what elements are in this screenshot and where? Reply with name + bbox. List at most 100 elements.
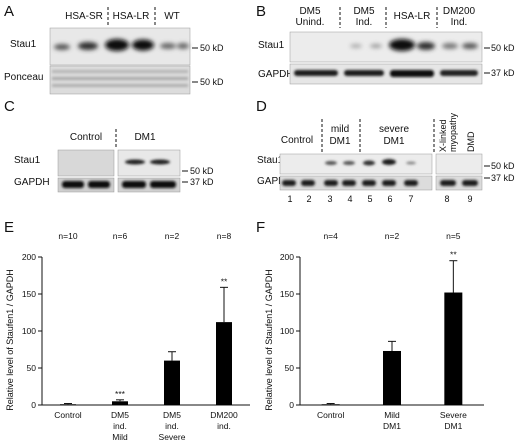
- lane-number: 9: [467, 194, 472, 204]
- lane-number: 5: [367, 194, 372, 204]
- panel-b-group-1-line1: DM5: [299, 6, 321, 17]
- panel-e-letter: E: [4, 219, 14, 236]
- panel-f-bar: [383, 350, 401, 405]
- band: [88, 181, 110, 188]
- panel-d: D Control mild DM1 severe DM1 X-linked m…: [256, 98, 515, 204]
- panel-d-group-severe-line1: severe: [379, 124, 409, 135]
- band: [150, 159, 170, 165]
- stain-band: [52, 77, 188, 80]
- panel-f-ylabel: Relative level of Staufen1 / GAPDH: [264, 269, 274, 411]
- band: [62, 181, 84, 188]
- panel-b-group-4-line1: DM200: [443, 6, 476, 17]
- panel-e-category-label: DM5: [163, 410, 181, 420]
- panel-a-row-ponceau: Ponceau: [4, 72, 43, 83]
- panel-d-group-xlinked-line1: X-linked: [438, 119, 448, 152]
- panel-f-ytick-label: 0: [289, 400, 294, 410]
- panel-b-blot-gapdh: [289, 63, 483, 85]
- band: [125, 159, 145, 165]
- stain-band: [52, 84, 188, 87]
- panel-e-category-label: ind.: [217, 421, 231, 431]
- panel-f-n-label: n=4: [323, 231, 338, 241]
- panel-e-bar: [60, 404, 76, 406]
- band: [78, 42, 98, 50]
- panel-e-ytick-label: 0: [31, 400, 36, 410]
- lane-number: 7: [408, 194, 413, 204]
- panel-b-group-1-line2: Unind.: [296, 17, 325, 28]
- panel-a-group-wt: WT: [164, 11, 180, 22]
- panel-e-ytick-label: 50: [27, 363, 37, 373]
- panel-c-letter: C: [4, 98, 15, 115]
- band: [324, 180, 338, 186]
- panel-d-marker-2: 37 kD: [491, 173, 515, 183]
- panel-f-significance: **: [450, 250, 457, 260]
- panel-f-category-label: DM1: [383, 421, 401, 431]
- panel-b: B DM5 Unind. DM5 Ind. HSA-LR DM200 Ind. …: [256, 3, 515, 85]
- panel-e-bar: [164, 360, 180, 405]
- band: [404, 180, 418, 186]
- band: [362, 180, 376, 186]
- band: [132, 39, 154, 51]
- panel-b-letter: B: [256, 3, 266, 20]
- panel-e-ytick-label: 200: [22, 252, 36, 262]
- panel-b-group-2-line2: Ind.: [356, 17, 373, 28]
- band: [440, 70, 478, 76]
- band: [344, 70, 384, 76]
- panel-b-marker-2: 37 kD: [491, 68, 515, 78]
- panel-e-ylabel: Relative level of Staufen1 / GAPDH: [5, 269, 15, 411]
- panel-d-group-severe-line2: DM1: [383, 136, 405, 147]
- band: [122, 181, 146, 188]
- panel-d-group-xlinked-line2: myopathy: [448, 112, 458, 152]
- band: [406, 161, 416, 165]
- panel-b-row-stau1: Stau1: [258, 40, 285, 51]
- band: [105, 39, 129, 51]
- panel-d-group-control: Control: [281, 135, 313, 146]
- panel-e-category-label: ind.: [113, 421, 127, 431]
- panel-a-marker-2: 50 kD: [200, 77, 224, 87]
- panel-a: A HSA-SR HSA-LR WT Stau1 50 kD Ponceau 5…: [4, 3, 224, 95]
- panel-f-ytick-label: 200: [280, 252, 294, 262]
- stain-band: [52, 70, 188, 73]
- panel-b-group-2-line1: DM5: [353, 6, 375, 17]
- panel-a-bands: [54, 39, 189, 51]
- band: [282, 180, 296, 186]
- band: [350, 44, 362, 48]
- panel-e-ytick-label: 100: [22, 326, 36, 336]
- panel-a-letter: A: [4, 3, 14, 20]
- panel-d-group-mild-line2: DM1: [329, 136, 351, 147]
- panel-a-row-stau1: Stau1: [10, 39, 37, 50]
- panel-f-ytick-label: 50: [285, 363, 295, 373]
- panel-e-category-label: Severe: [159, 432, 186, 442]
- panel-b-group-3-line1: HSA-LR: [394, 11, 431, 22]
- band: [440, 180, 456, 186]
- panel-d-blot-stau1-main: [279, 153, 433, 175]
- panel-c-marker-2: 37 kD: [190, 177, 214, 187]
- panel-f-category-label: Mild: [384, 410, 400, 420]
- band: [325, 161, 337, 165]
- panel-f-n-label: n=5: [446, 231, 461, 241]
- panel-e: E Relative level of Staufen1 / GAPDH 0 50…: [4, 219, 250, 442]
- panel-d-group-mild-line1: mild: [331, 124, 349, 135]
- panel-e-bar: [216, 322, 232, 405]
- band: [54, 44, 70, 50]
- panel-f-chart: 050100150200n=4Controln=2MildDM1**n=5Sev…: [280, 231, 484, 431]
- panel-f-ytick-label: 100: [280, 326, 294, 336]
- panel-f-category-label: Control: [317, 410, 345, 420]
- panel-d-letter: D: [256, 98, 267, 115]
- band: [363, 160, 375, 166]
- lane-number: 3: [327, 194, 332, 204]
- lane-number: 1: [287, 194, 292, 204]
- panel-d-blot-stau1-ctrl: [435, 153, 483, 175]
- band: [150, 181, 176, 188]
- panel-a-marker-1: 50 kD: [200, 43, 224, 53]
- panel-c-group-dm1: DM1: [134, 132, 156, 143]
- panel-c-row-stau1: Stau1: [14, 155, 41, 166]
- band: [389, 39, 415, 51]
- panel-e-n-label: n=2: [165, 231, 180, 241]
- band: [342, 180, 356, 186]
- panel-a-group-hsa-sr: HSA-SR: [65, 11, 103, 22]
- panel-e-category-label: DM5: [111, 410, 129, 420]
- panel-f-category-label: Severe: [440, 410, 467, 420]
- lane-number: 2: [306, 194, 311, 204]
- panel-b-row-gapdh: GAPDH: [258, 69, 294, 80]
